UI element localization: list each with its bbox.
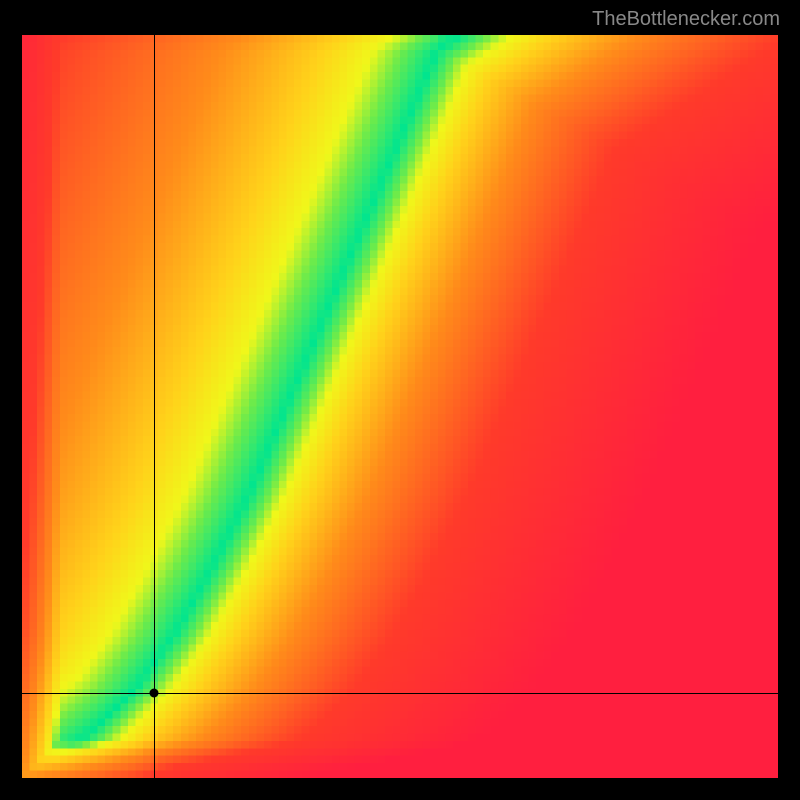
crosshair-vertical <box>154 35 155 778</box>
crosshair-marker <box>150 688 159 697</box>
watermark-text: TheBottlenecker.com <box>592 8 780 31</box>
crosshair-horizontal <box>22 693 778 694</box>
heatmap-canvas <box>22 35 778 778</box>
heatmap-plot <box>22 35 778 778</box>
